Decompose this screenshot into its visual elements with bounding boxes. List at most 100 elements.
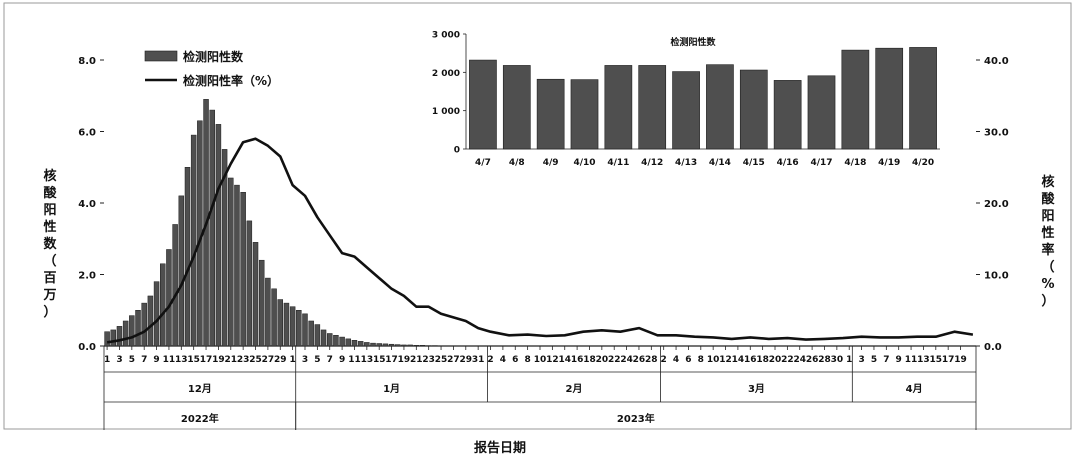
day-tick-label: 1: [846, 355, 852, 365]
positive-count-bar: [253, 242, 258, 346]
positive-count-bar: [346, 339, 351, 346]
day-tick-label: 4: [673, 355, 679, 365]
inset-bar: [706, 65, 733, 149]
day-tick-label: 14: [732, 355, 745, 365]
inset-bar: [469, 60, 496, 149]
positive-count-bar: [278, 300, 283, 346]
day-tick-label: 5: [314, 355, 320, 365]
day-tick-label: 2: [661, 355, 667, 365]
day-tick-label: 15: [930, 355, 943, 365]
day-tick-label: 2: [487, 355, 493, 365]
axis-label-char: ）: [1041, 293, 1054, 309]
day-tick-label: 9: [339, 355, 345, 365]
inset-bar: [503, 65, 530, 149]
positive-count-bar: [303, 314, 308, 346]
year-label: 2023年: [617, 412, 655, 425]
inset-category-label: 4/12: [641, 158, 663, 168]
day-tick-label: 28: [645, 355, 658, 365]
positive-count-bar: [160, 264, 165, 346]
left-axis-label-text: 核酸阳性数（百万）: [42, 168, 57, 320]
positive-count-bar: [414, 345, 419, 346]
inset-category-label: 4/17: [810, 158, 832, 168]
positive-count-bar: [179, 196, 184, 346]
day-tick-label: 11: [163, 355, 176, 365]
day-tick-label: 3: [858, 355, 864, 365]
month-label: 4月: [906, 383, 923, 395]
day-tick-label: 26: [806, 355, 819, 365]
day-tick-label: 27: [447, 355, 460, 365]
day-tick-label: 30: [831, 355, 844, 365]
day-tick-label: 4: [500, 355, 506, 365]
inset-category-label: 4/10: [573, 158, 595, 168]
inset-bar: [740, 70, 767, 149]
inset-category-label: 4/13: [675, 158, 697, 168]
positive-count-bar: [389, 344, 394, 346]
inset-category-label: 4/20: [912, 158, 934, 168]
positive-count-bar: [333, 335, 338, 346]
axis-label-char: 万: [42, 288, 56, 303]
day-tick-label: 10: [707, 355, 720, 365]
positive-count-bar: [173, 224, 178, 346]
day-tick-label: 5: [871, 355, 877, 365]
inset-category-label: 4/8: [509, 158, 525, 168]
positive-count-bar: [234, 185, 239, 346]
inset-title: 检测阳性数: [670, 36, 716, 48]
positive-count-bar: [166, 249, 171, 346]
positive-count-bar: [123, 321, 128, 346]
left-tick-label: 8.0: [78, 56, 96, 67]
day-tick-label: 22: [781, 355, 794, 365]
positive-count-bar: [395, 345, 400, 346]
positive-count-bar: [142, 303, 147, 346]
legend-line-label: 检测阳性率（%）: [183, 73, 279, 88]
axis-label-char: 性: [1041, 225, 1054, 241]
positive-count-bar: [265, 278, 270, 346]
positive-count-bar: [136, 310, 141, 346]
day-tick-label: 26: [633, 355, 646, 365]
day-tick-label: 6: [685, 355, 691, 365]
day-tick-label: 1: [104, 355, 110, 365]
month-label: 2月: [566, 383, 583, 395]
day-tick-label: 9: [896, 355, 902, 365]
axis-label-char: 数: [43, 236, 57, 252]
left-tick-label: 4.0: [78, 199, 96, 210]
day-tick-label: 7: [141, 355, 147, 365]
day-tick-label: 8: [524, 355, 530, 365]
inset-category-label: 4/15: [743, 158, 765, 168]
day-tick-label: 25: [435, 355, 448, 365]
inset-category-label: 4/16: [777, 158, 799, 168]
inset-tick-label: 3 000: [432, 31, 460, 41]
positive-count-bar: [185, 167, 190, 346]
left-tick-label: 2.0: [78, 271, 96, 282]
positive-count-bar: [383, 344, 388, 346]
legend: 检测阳性数 检测阳性率（%）: [145, 49, 279, 88]
positive-count-bar: [228, 178, 233, 346]
day-tick-label: 16: [571, 355, 584, 365]
positive-count-bar: [154, 282, 159, 346]
month-label: 12月: [188, 383, 212, 395]
day-tick-label: 23: [237, 355, 250, 365]
inset-bar: [605, 65, 632, 149]
inset-bar: [571, 80, 598, 149]
day-tick-label: 18: [583, 355, 596, 365]
day-tick-label: 22: [608, 355, 621, 365]
axis-label-char: 阳: [43, 203, 56, 218]
positive-count-bar: [309, 321, 314, 346]
legend-bar-label: 检测阳性数: [183, 49, 244, 64]
inset-category-label: 4/14: [709, 158, 731, 168]
day-tick-label: 24: [620, 355, 633, 365]
positive-count-bar: [111, 330, 116, 346]
inset-category-label: 4/7: [475, 158, 491, 168]
inset-category-label: 4/11: [607, 158, 629, 168]
legend-bar-swatch: [145, 51, 177, 61]
positive-count-bar: [377, 343, 382, 346]
day-tick-label: 14: [558, 355, 571, 365]
day-tick-label: 27: [262, 355, 275, 365]
inset-category-label: 4/9: [543, 158, 559, 168]
inset-bar: [842, 50, 869, 149]
positive-count-bar: [340, 337, 345, 346]
positive-count-bar: [296, 310, 301, 346]
positive-count-bar: [352, 340, 357, 346]
positive-count-bar: [148, 296, 153, 346]
day-tick-label: 15: [187, 355, 200, 365]
left-axis-label: 核酸阳性数（百万）: [42, 168, 57, 320]
